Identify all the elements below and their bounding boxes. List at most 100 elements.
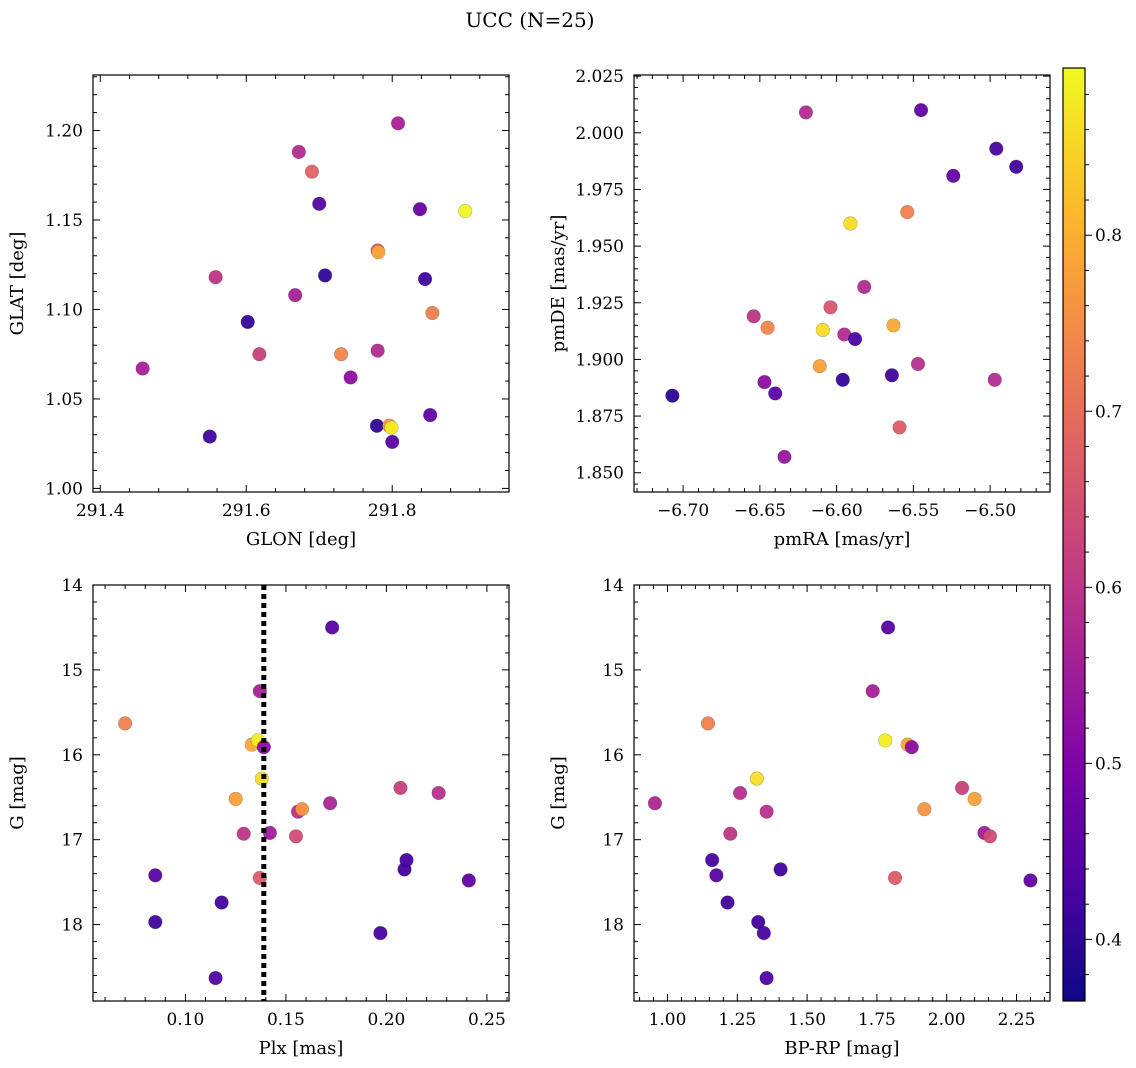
y-tick-label: 1.15 (45, 211, 83, 231)
data-point (884, 368, 899, 383)
y-axis-label: pmDE [mas/yr] (548, 215, 569, 353)
scatter-panel-1: 291.4 291.6 291.8 1.00 1.05 1.10 1.15 1.20 GLON … (7, 74, 510, 550)
y-tick-label: 16 (61, 746, 83, 766)
data-point (148, 868, 163, 883)
data-point (431, 785, 446, 801)
x-axis-label: Plx [mas] (259, 1038, 344, 1059)
data-point (373, 925, 388, 941)
colorbar-tick-label: 0.4 (1095, 930, 1122, 950)
x-axis-label: pmRA [mas/yr] (774, 529, 911, 550)
data-point (773, 862, 788, 877)
data-point (823, 300, 838, 315)
data-point (312, 196, 327, 211)
data-point (325, 620, 340, 635)
data-point (798, 105, 814, 120)
colorbar-tick-label: 0.8 (1095, 226, 1122, 246)
y-tick-label: 1.875 (575, 407, 624, 427)
data-point (458, 203, 473, 219)
data-point (323, 796, 338, 811)
data-point (880, 620, 896, 635)
data-point (208, 970, 223, 986)
data-point (749, 771, 764, 786)
data-point (777, 449, 792, 464)
y-tick-label: 18 (602, 916, 624, 936)
data-point (417, 271, 433, 287)
x-tick-label: 2.25 (998, 1010, 1036, 1030)
x-tick-label: −6.70 (657, 501, 709, 521)
data-point (886, 318, 901, 333)
x-tick-label: 1.25 (718, 1010, 756, 1030)
data-point (343, 370, 358, 385)
y-tick-label: 1.00 (45, 479, 83, 499)
axes-frame (92, 584, 510, 1002)
y-axis-label: G [mag] (548, 756, 569, 829)
data-point (423, 407, 438, 423)
data-point (399, 852, 414, 868)
data-point (865, 684, 880, 699)
x-tick-label: −6.50 (964, 501, 1016, 521)
x-tick-label: 291.4 (76, 501, 125, 521)
axes-frame (92, 74, 510, 493)
data-point (917, 802, 932, 817)
data-point (291, 144, 306, 160)
colorbar-tick-label: 0.5 (1095, 754, 1122, 774)
data-point (317, 268, 333, 283)
data-point (705, 852, 720, 868)
y-tick-label: 14 (61, 576, 83, 596)
data-point (989, 141, 1004, 156)
data-point (913, 103, 929, 118)
data-point (304, 164, 320, 179)
data-point (390, 116, 406, 131)
y-tick-label: 15 (61, 661, 83, 681)
data-point (370, 343, 385, 358)
data-point (732, 785, 748, 801)
y-tick-label: 1.975 (575, 180, 624, 200)
y-tick-label: 1.05 (45, 390, 83, 410)
data-point (720, 895, 735, 910)
colorbar: 0.4 0.5 0.6 0.7 0.8 (1062, 67, 1122, 1002)
y-tick-label: 2.000 (575, 124, 624, 144)
data-point (815, 322, 830, 338)
data-point (135, 361, 150, 376)
data-point (746, 309, 761, 324)
colorbar-tick-label: 0.7 (1095, 402, 1122, 422)
data-point (647, 796, 663, 811)
y-tick-label: 1.925 (575, 294, 624, 314)
data-point (236, 826, 251, 841)
data-point (369, 418, 385, 433)
data-point (892, 420, 907, 435)
x-tick-label: 1.00 (649, 1010, 687, 1030)
data-point (757, 374, 772, 390)
data-point (954, 780, 970, 796)
plot-area (634, 75, 1050, 492)
data-point (759, 804, 774, 819)
data-point (1023, 873, 1038, 888)
y-tick-label: 2.025 (575, 67, 624, 87)
data-point (987, 372, 1002, 387)
y-tick-label: 15 (602, 661, 624, 681)
y-tick-label: 1.950 (575, 237, 624, 257)
x-tick-label: 0.10 (167, 1010, 205, 1030)
data-point (760, 320, 775, 335)
x-tick-label: 1.75 (858, 1010, 896, 1030)
x-tick-label: 1.50 (788, 1010, 826, 1030)
data-point (202, 429, 217, 444)
data-point (967, 791, 982, 807)
scatter-panel-2: −6.70 −6.65 −6.60 −6.55 −6.50 1.850 1.875 1.900… (548, 67, 1051, 550)
data-point (812, 359, 827, 374)
data-point (857, 279, 872, 294)
data-point (412, 202, 428, 217)
data-point (371, 245, 386, 260)
data-point (723, 826, 738, 841)
data-point (904, 740, 919, 755)
figure-title: UCC (N=25) (465, 8, 594, 32)
data-point (393, 780, 408, 796)
x-axis-label: GLON [deg] (246, 529, 356, 550)
data-point (228, 791, 243, 807)
x-tick-label: 2.00 (928, 1010, 966, 1030)
data-point (252, 347, 267, 362)
data-point (900, 205, 915, 220)
scatter-panel-4: 1.00 1.25 1.50 1.75 2.00 2.25 14 15 16 17 18 BP-RP … (548, 576, 1051, 1059)
data-point (665, 388, 680, 403)
